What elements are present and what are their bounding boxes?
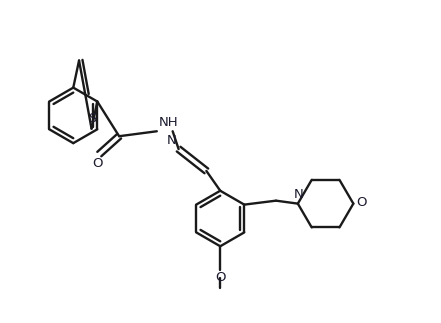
Text: O: O <box>356 196 367 209</box>
Text: S: S <box>88 112 97 125</box>
Text: O: O <box>92 157 103 170</box>
Text: N: N <box>167 134 177 147</box>
Text: N: N <box>294 188 304 201</box>
Text: O: O <box>215 271 225 284</box>
Text: NH: NH <box>159 116 179 129</box>
